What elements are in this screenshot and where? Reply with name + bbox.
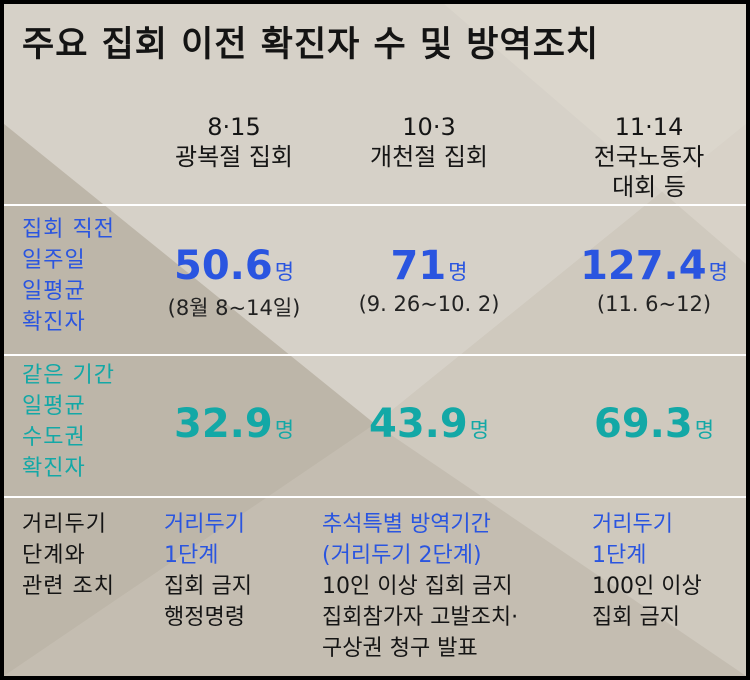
measure-stage-line: (거리두기 2단계) <box>322 543 482 568</box>
stat-value: 71 <box>390 243 447 289</box>
row-label-line: 단계와 <box>22 543 86 568</box>
measure-action-line: 집회참가자 고발조치· <box>322 605 519 630</box>
measure-action-line: 집회 금지 <box>592 605 680 630</box>
metro-avg-1114: 69.3명 <box>564 402 744 446</box>
row-label-measures: 거리두기 단계와 관련 조치 <box>22 509 115 602</box>
stat-unit: 명 <box>274 418 295 442</box>
stat-unit: 명 <box>274 260 295 284</box>
stat-unit: 명 <box>448 260 468 284</box>
row-label-line: 일평균 <box>22 394 86 419</box>
infographic-panel: 주요 집회 이전 확진자 수 및 방역조치 8·15 광복절 집회 10·3 개… <box>4 4 746 676</box>
column-date: 8·15 <box>207 113 261 141</box>
row-label-line: 일평균 <box>22 279 86 304</box>
measure-stage-line: 거리두기 <box>592 512 673 537</box>
column-date: 11·14 <box>614 113 684 141</box>
weekly-avg-103: 71명 (9. 26~10. 2) <box>339 244 519 316</box>
column-header-815: 8·15 광복절 집회 <box>144 112 324 172</box>
column-date: 10·3 <box>402 113 456 141</box>
measures-815: 거리두기 1단계 집회 금지 행정명령 <box>164 509 252 633</box>
row-label-metro-avg: 같은 기간 일평균 수도권 확진자 <box>22 360 115 484</box>
stat-value: 69.3 <box>593 401 693 447</box>
stat-period: (8월 8~14일) <box>167 296 301 320</box>
stat-unit: 명 <box>694 418 715 442</box>
weekly-avg-1114: 127.4명 (11. 6~12) <box>564 244 744 316</box>
column-name: 개천절 집회 <box>369 143 489 171</box>
measure-action-line: 10인 이상 집회 금지 <box>322 574 513 599</box>
column-name-line2: 대회 등 <box>612 173 686 201</box>
stat-value: 50.6 <box>173 243 273 289</box>
measures-1114: 거리두기 1단계 100인 이상 집회 금지 <box>592 509 702 633</box>
row-label-line: 같은 기간 <box>22 363 115 388</box>
stat-value: 127.4 <box>580 243 707 289</box>
stat-unit: 명 <box>469 418 490 442</box>
measure-stage-line: 1단계 <box>592 543 647 568</box>
row-label-line: 일주일 <box>22 248 86 273</box>
divider-metro <box>4 496 746 498</box>
row-label-weekly-avg: 집회 직전 일주일 일평균 확진자 <box>22 214 115 338</box>
stat-unit: 명 <box>708 260 728 284</box>
column-header-103: 10·3 개천절 집회 <box>339 112 519 172</box>
page-title: 주요 집회 이전 확진자 수 및 방역조치 <box>22 25 600 65</box>
metro-avg-103: 43.9명 <box>339 402 519 446</box>
row-label-line: 집회 직전 <box>22 217 115 242</box>
measures-103: 추석특별 방역기간 (거리두기 2단계) 10인 이상 집회 금지 집회참가자 … <box>322 509 518 664</box>
metro-avg-815: 32.9명 <box>134 402 334 446</box>
row-label-line: 확진자 <box>22 310 86 335</box>
divider-weekly <box>4 354 746 356</box>
divider-header <box>4 204 746 206</box>
column-name: 광복절 집회 <box>174 143 294 171</box>
measure-stage-line: 1단계 <box>164 543 219 568</box>
measure-action-line: 100인 이상 <box>592 574 702 599</box>
measure-action-line: 집회 금지 <box>164 574 252 599</box>
measure-action-line: 구상권 청구 발표 <box>322 636 478 661</box>
column-header-1114: 11·14 전국노동자 대회 등 <box>564 112 734 202</box>
weekly-avg-815: 50.6명 (8월 8~14일) <box>134 244 334 322</box>
row-label-line: 수도권 <box>22 425 86 450</box>
stat-value: 43.9 <box>368 401 468 447</box>
row-label-line: 관련 조치 <box>22 574 115 599</box>
stat-period: (9. 26~10. 2) <box>358 292 500 316</box>
column-name-line1: 전국노동자 <box>593 143 705 171</box>
stat-value: 32.9 <box>173 401 273 447</box>
background-pattern <box>4 4 746 676</box>
measure-action-line: 행정명령 <box>164 605 245 630</box>
measure-stage-line: 추석특별 방역기간 <box>322 512 491 537</box>
measure-stage-line: 거리두기 <box>164 512 245 537</box>
stat-period: (11. 6~12) <box>596 292 712 316</box>
row-label-line: 거리두기 <box>22 512 107 537</box>
row-label-line: 확진자 <box>22 456 86 481</box>
